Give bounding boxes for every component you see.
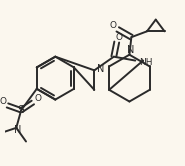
Text: O: O — [0, 97, 6, 106]
Text: O: O — [109, 21, 116, 30]
Text: N: N — [127, 45, 134, 55]
Text: N: N — [97, 64, 105, 74]
Text: N: N — [14, 125, 21, 135]
Text: S: S — [18, 105, 25, 115]
Text: O: O — [115, 33, 122, 42]
Text: NH: NH — [139, 58, 153, 67]
Text: O: O — [34, 94, 41, 103]
